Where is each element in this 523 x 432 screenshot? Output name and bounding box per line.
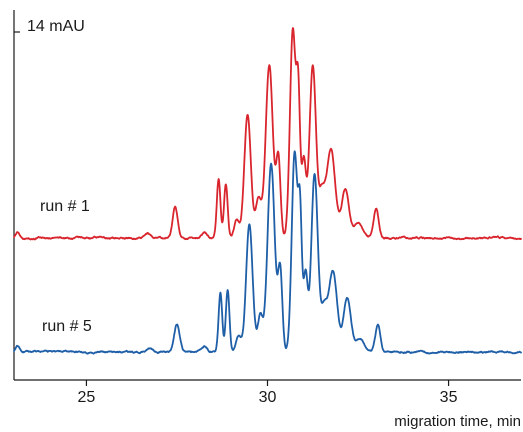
run-labels: run # 1 run # 5 [40, 198, 92, 335]
series-label: run # 1 [40, 198, 90, 215]
x-tick-label: 35 [440, 389, 458, 406]
series-line-run-1 [13, 27, 522, 241]
axes: 14 mAU [13, 10, 521, 381]
traces [13, 27, 522, 355]
x-ticks: 25 30 35 [78, 380, 458, 406]
scale-bar-label: 14 mAU [27, 18, 85, 35]
series-line-run-5 [13, 150, 522, 355]
x-tick-label: 25 [78, 389, 96, 406]
series-label: run # 5 [42, 318, 92, 335]
x-axis-label: migration time, min [394, 413, 521, 430]
x-tick-label: 30 [259, 389, 277, 406]
